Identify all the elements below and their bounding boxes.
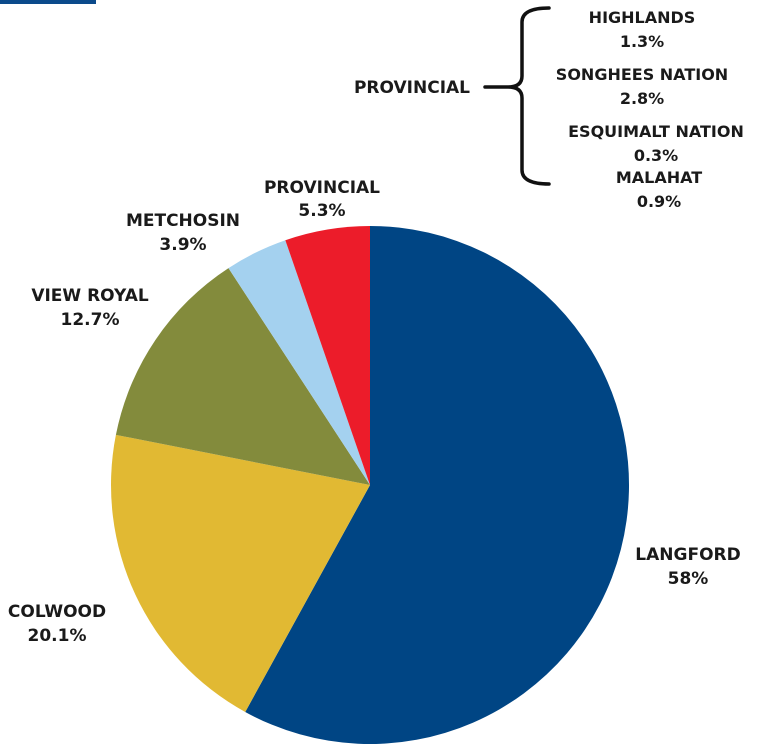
slice-label-colwood: COLWOOD bbox=[8, 602, 106, 622]
slice-label-metchosin: METCHOSIN bbox=[126, 211, 240, 231]
breakdown-value-malahat: 0.9% bbox=[637, 192, 681, 211]
pie-slice-metchosin bbox=[228, 240, 370, 485]
provincial-breakdown-label: PROVINCIAL bbox=[354, 78, 470, 98]
pie-slices bbox=[111, 226, 630, 744]
slice-label-langford: LANGFORD bbox=[635, 545, 740, 565]
slice-label-view-royal: VIEW ROYAL bbox=[31, 286, 149, 306]
breakdown-label-esquimalt-nation: ESQUIMALT NATION bbox=[568, 122, 744, 141]
slice-value-provincial: 5.3% bbox=[298, 201, 345, 221]
top-accent-bar bbox=[0, 0, 96, 4]
breakdown-value-esquimalt-nation: 0.3% bbox=[634, 146, 678, 165]
pie-slice-provincial bbox=[285, 226, 370, 485]
slice-value-view-royal: 12.7% bbox=[61, 310, 120, 330]
slice-value-metchosin: 3.9% bbox=[159, 235, 206, 255]
pie-slice-view-royal bbox=[115, 268, 371, 485]
pie-slice-langford bbox=[245, 226, 630, 744]
slice-label-provincial: PROVINCIAL bbox=[264, 178, 380, 198]
slice-value-langford: 58% bbox=[668, 569, 709, 589]
breakdown-value-songhees-nation: 2.8% bbox=[620, 89, 664, 108]
breakdown-value-highlands: 1.3% bbox=[620, 32, 664, 51]
breakdown-label-highlands: HIGHLANDS bbox=[589, 8, 696, 27]
slice-value-colwood: 20.1% bbox=[28, 626, 87, 646]
pie-slice-colwood bbox=[111, 434, 371, 712]
breakdown-label-malahat: MALAHAT bbox=[616, 168, 702, 187]
breakdown-brace bbox=[483, 6, 551, 186]
breakdown-label-songhees-nation: SONGHEES NATION bbox=[556, 65, 728, 84]
